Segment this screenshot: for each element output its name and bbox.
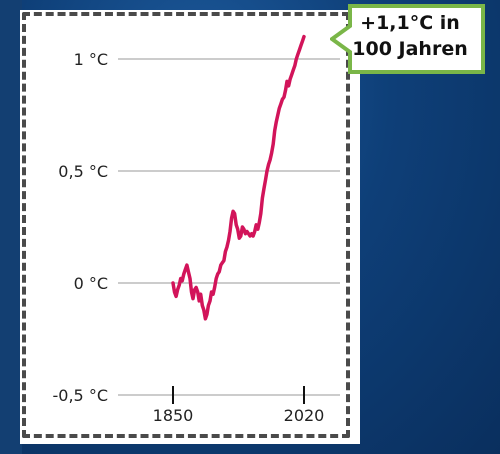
callout-line-1: +1,1°C in: [360, 12, 460, 34]
y-tick-label: 0 °C: [74, 274, 108, 293]
x-tick-label: 1850: [153, 406, 194, 425]
y-tick-label: -0,5 °C: [53, 386, 108, 405]
temperature-series-line: [171, 34, 306, 321]
callout-box: [330, 4, 485, 74]
left-edge-strip: [0, 0, 22, 454]
y-tick-label: 0,5 °C: [58, 162, 108, 181]
callout-line-2: 100 Jahren: [352, 38, 468, 60]
chart-card: [20, 10, 360, 444]
x-tick-label: 2020: [284, 406, 325, 425]
callout-border: [330, 4, 485, 74]
callout-text: +1,1°C in 100 Jahren: [340, 10, 480, 62]
y-tick-label: 1 °C: [74, 50, 108, 69]
